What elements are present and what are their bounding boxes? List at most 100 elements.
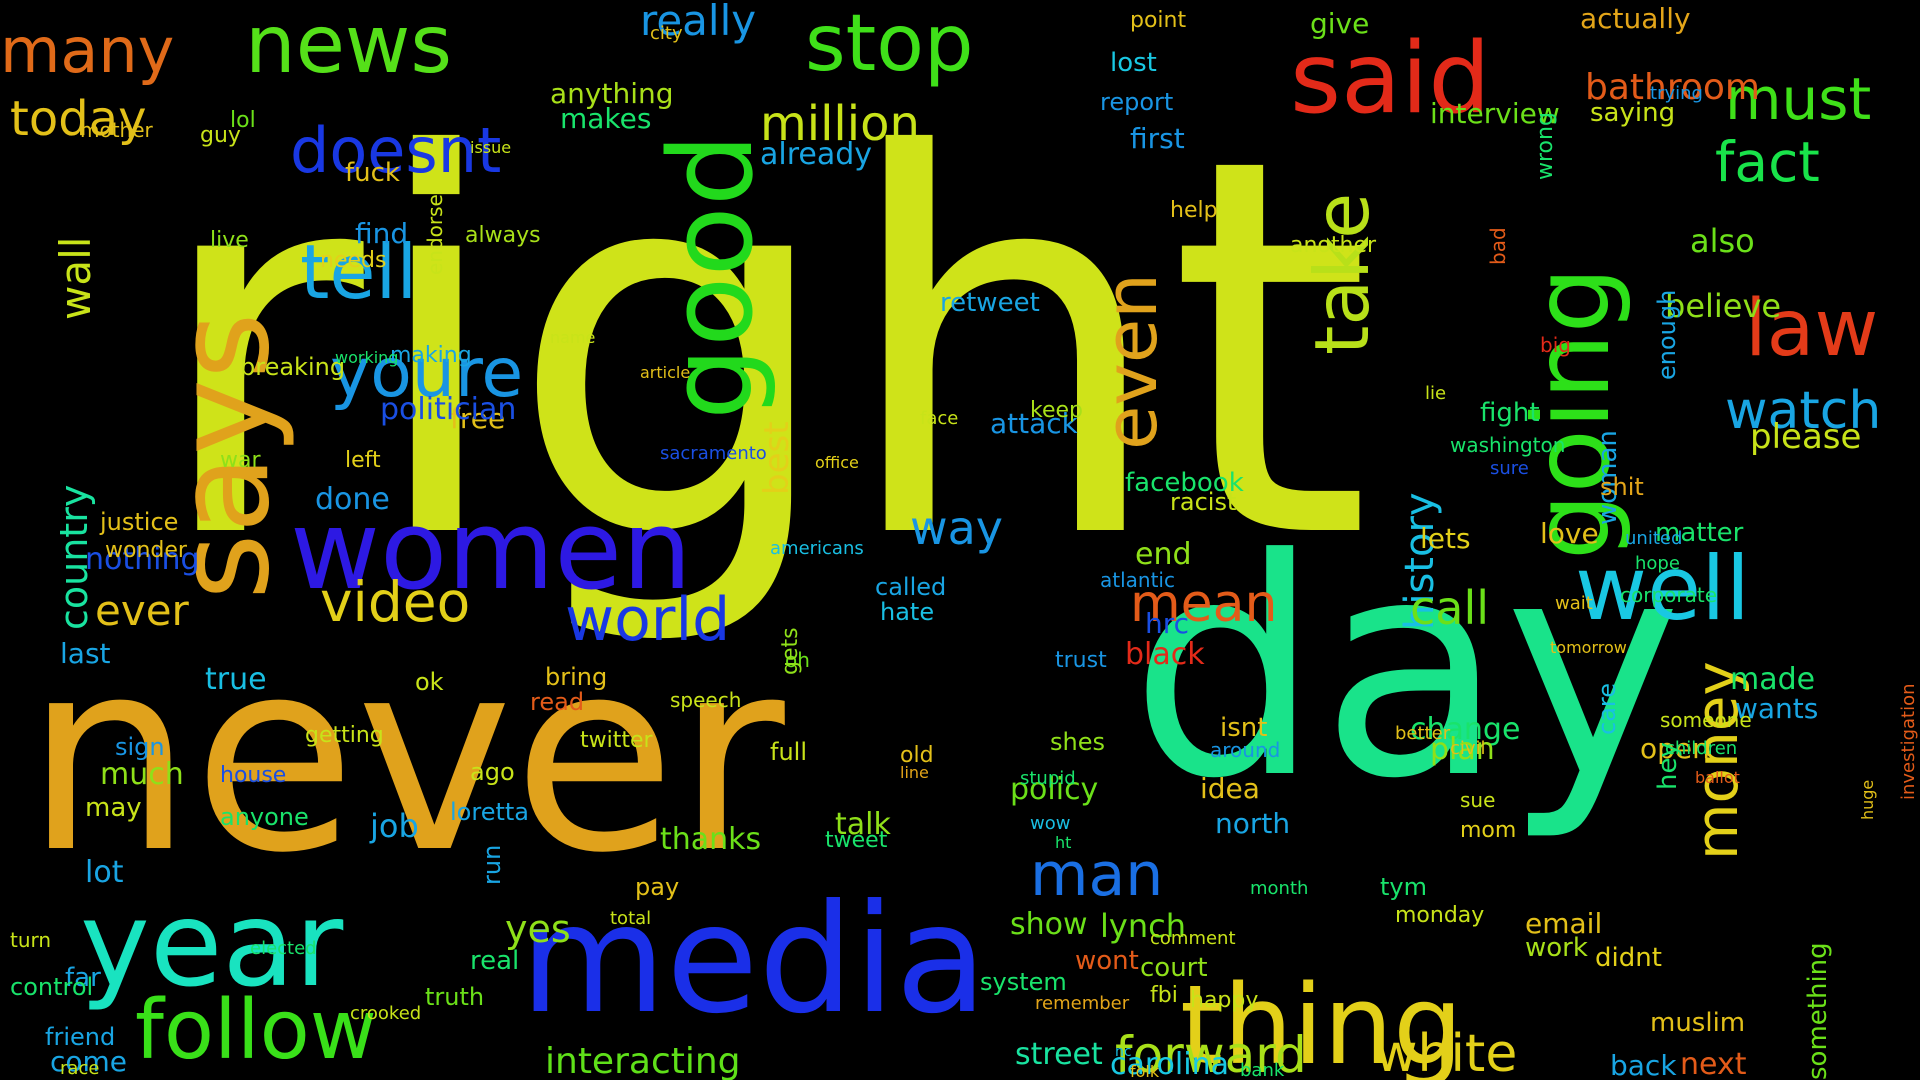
word-someone: someone: [1660, 708, 1752, 732]
word-called: called: [875, 573, 947, 601]
word-folk: folk: [1130, 1062, 1160, 1080]
word-believe: believe: [1665, 287, 1782, 325]
word-today: today: [10, 91, 147, 147]
word-back: back: [1610, 1049, 1677, 1080]
word-stop: stop: [805, 0, 974, 89]
word-must: must: [1725, 65, 1872, 133]
word-civil: civil: [1450, 738, 1486, 759]
word-sacramento: sacramento: [660, 443, 767, 464]
word-love: love: [1540, 517, 1599, 550]
word-monday: monday: [1395, 903, 1485, 928]
word-nothing: nothing: [85, 542, 200, 577]
word-muslim: muslim: [1650, 1008, 1746, 1038]
word-getting: getting: [305, 723, 384, 748]
word-hrc: hrc: [1145, 607, 1190, 640]
word-give: give: [1310, 7, 1370, 40]
word-shes: shes: [1050, 728, 1105, 756]
word-white: white: [1375, 1024, 1518, 1080]
word-news: news: [245, 0, 453, 91]
word-call: call: [1410, 581, 1490, 635]
word-tomorrow: tomorrow: [1550, 638, 1627, 657]
word-friend: friend: [45, 1023, 116, 1051]
word-ever: ever: [95, 586, 189, 635]
word-run: run: [478, 844, 506, 885]
word-media: media: [520, 873, 988, 1047]
word-never: never: [25, 603, 785, 911]
word-crooked: crooked: [350, 1003, 422, 1024]
word-sign: sign: [115, 733, 165, 761]
word-atlantic: atlantic: [1100, 568, 1175, 592]
word-fbi: fbi: [1150, 983, 1178, 1008]
word-guy: guy: [200, 123, 241, 148]
word-even: even: [1089, 273, 1173, 450]
word-sure: sure: [1490, 458, 1529, 479]
word-elected: elected: [250, 938, 317, 959]
word-office: office: [815, 453, 859, 472]
word-another: another: [1290, 233, 1377, 258]
word-next: next: [1680, 1047, 1747, 1080]
word-way: way: [910, 501, 1004, 555]
word-matter: matter: [1655, 518, 1744, 548]
word-lot: lot: [85, 855, 124, 890]
word-investigation: investigation: [1898, 683, 1919, 800]
word-many: many: [0, 14, 175, 87]
word-fight: fight: [1480, 398, 1540, 428]
word-find: find: [355, 217, 409, 250]
word-anything: anything: [550, 77, 674, 110]
word-racist: racist: [1170, 488, 1237, 516]
word-bring: bring: [545, 663, 608, 691]
word-left: left: [345, 448, 381, 473]
word-attack: attack: [990, 407, 1078, 440]
word-lets: lets: [1420, 522, 1471, 555]
word-tym: tym: [1380, 873, 1427, 901]
word-makes: makes: [560, 102, 652, 135]
word-wall: wall: [51, 236, 100, 320]
word-shit: shit: [1600, 473, 1644, 501]
word-ok: ok: [415, 668, 444, 696]
word-street: street: [1015, 1037, 1103, 1072]
word-already: already: [760, 137, 873, 172]
word-thanks: thanks: [660, 822, 762, 857]
word-retweet: retweet: [940, 288, 1040, 318]
word-isnt: isnt: [1220, 713, 1268, 743]
word-women: women: [290, 486, 692, 614]
word-turn: turn: [10, 928, 52, 952]
word-first: first: [1130, 122, 1185, 155]
word-lie: lie: [1425, 383, 1447, 404]
word-wow: wow: [1030, 813, 1071, 834]
word-youre: youre: [330, 334, 524, 413]
word-idea: idea: [1200, 772, 1260, 805]
word-better: better: [1395, 723, 1451, 744]
word-wants: wants: [1735, 692, 1819, 725]
word-race: race: [60, 1058, 100, 1079]
word-wont: wont: [1075, 946, 1139, 976]
word-facebook: facebook: [1125, 468, 1244, 498]
word-please: please: [1750, 417, 1862, 457]
word-black: black: [1125, 637, 1205, 672]
word-saying: saying: [1590, 98, 1676, 128]
word-video: video: [320, 570, 471, 634]
word-law: law: [1745, 284, 1879, 374]
word-united: united: [1625, 528, 1683, 549]
word-email: email: [1525, 907, 1603, 940]
word-interacting: interacting: [545, 1041, 741, 1080]
word-come: come: [50, 1045, 128, 1078]
word-didnt: didnt: [1595, 943, 1662, 973]
word-house: house: [220, 763, 287, 788]
word-trying: trying: [1650, 83, 1703, 104]
word-big: big: [1540, 333, 1571, 357]
word-lost: lost: [1110, 48, 1157, 78]
word-washington: washington: [1450, 433, 1566, 457]
word-oh: oh: [785, 648, 810, 672]
word-care: care: [1593, 682, 1621, 735]
word-wait: wait: [1555, 593, 1593, 614]
word-truth: truth: [425, 983, 485, 1011]
word-full: full: [770, 738, 807, 766]
word-take: take: [1298, 192, 1386, 355]
word-open: open: [1640, 732, 1710, 765]
word-done: done: [315, 482, 390, 517]
word-huge: huge: [1858, 779, 1877, 820]
word-stupid: stupid: [1020, 768, 1076, 789]
word-much: much: [100, 757, 184, 792]
